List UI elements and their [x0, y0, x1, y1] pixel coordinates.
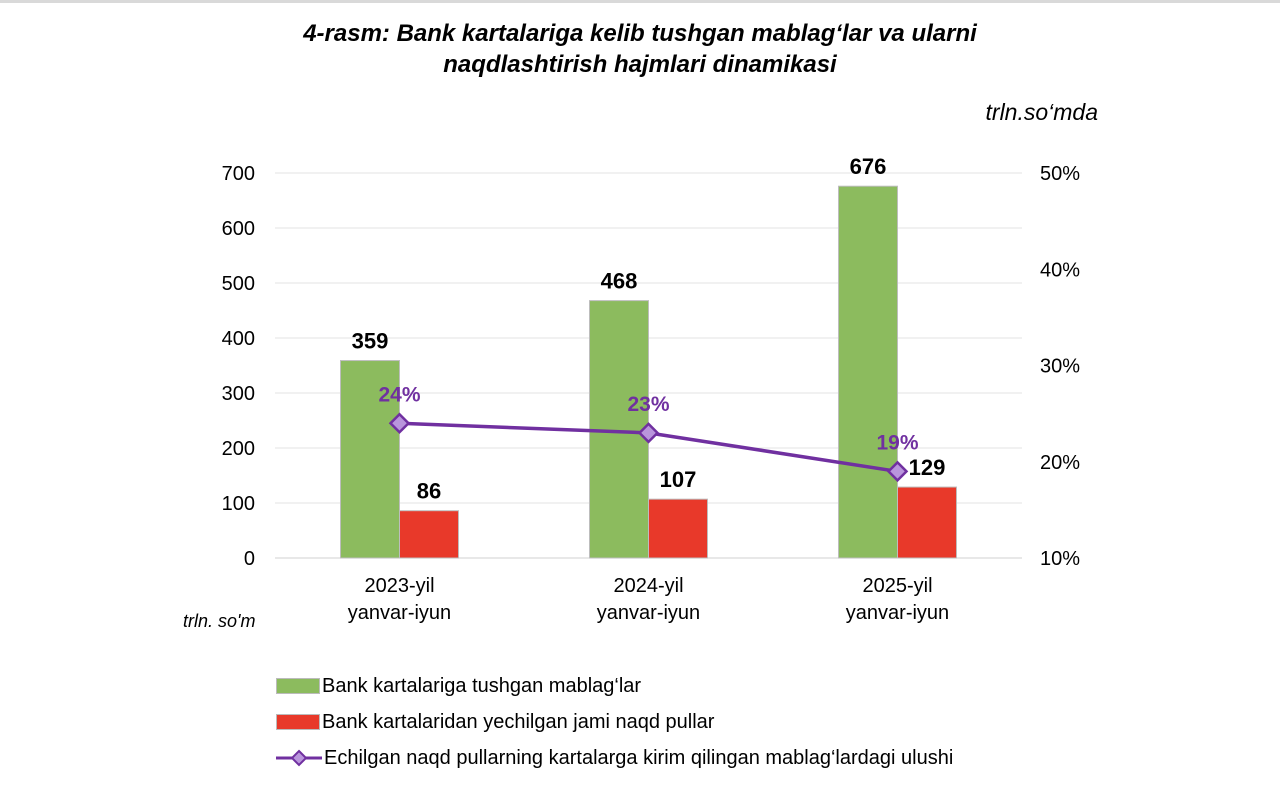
- legend-item-green: Bank kartalariga tushgan mablag‘lar: [276, 668, 953, 704]
- y-tick-label: 0: [244, 548, 255, 570]
- bar-red: [648, 498, 708, 559]
- legend-line-marker-icon: [276, 749, 322, 767]
- line-data-label: 24%: [378, 383, 420, 406]
- bar-green: [340, 360, 400, 559]
- bar-data-label: 86: [417, 479, 441, 504]
- y2-tick-label: 10%: [1040, 548, 1080, 570]
- line-marker: [388, 412, 411, 435]
- y-tick-label: 100: [222, 493, 255, 515]
- y-tick-label: 600: [222, 218, 255, 240]
- line-marker: [886, 460, 909, 483]
- bar-red: [399, 510, 459, 559]
- bar-data-label: 359: [352, 329, 389, 354]
- legend-item-line: Echilgan naqd pullarning kartalarga kiri…: [276, 740, 953, 776]
- y-tick-label: 500: [222, 273, 255, 295]
- bar-data-label: 468: [601, 269, 638, 294]
- y-tick-label: 300: [222, 383, 255, 405]
- line-data-label: 19%: [876, 431, 918, 454]
- y2-tick-label: 40%: [1040, 259, 1080, 281]
- x-tick-label: yanvar-iyun: [348, 602, 451, 624]
- bar-data-label: 107: [660, 467, 697, 492]
- x-tick-label: 2025-yil: [862, 575, 932, 597]
- chart-title: 4-rasm: Bank kartalariga kelib tushgan m…: [0, 18, 1280, 80]
- unit-label: trln.so‘mda: [985, 99, 1098, 125]
- legend-label: Bank kartalaridan yechilgan jami naqd pu…: [322, 710, 715, 733]
- x-tick-label: 2023-yil: [364, 575, 434, 597]
- y2-tick-label: 30%: [1040, 356, 1080, 378]
- legend-label: Echilgan naqd pullarning kartalarga kiri…: [324, 746, 954, 769]
- y-tick-label: 700: [222, 163, 255, 185]
- y2-tick-label: 50%: [1040, 163, 1080, 185]
- line-data-label: 23%: [627, 393, 669, 416]
- legend-item-red: Bank kartalaridan yechilgan jami naqd pu…: [276, 704, 953, 740]
- line-marker: [637, 422, 660, 444]
- top-border: [0, 0, 1280, 3]
- x-tick-label: 2024-yil: [613, 575, 683, 597]
- y-axis-label: trln. so'm: [183, 611, 255, 631]
- y-tick-label: 200: [222, 438, 255, 460]
- bar-red: [897, 486, 957, 559]
- y2-tick-label: 20%: [1040, 452, 1080, 474]
- y-tick-label: 400: [222, 328, 255, 350]
- legend-label: Bank kartalariga tushgan mablag‘lar: [322, 674, 642, 697]
- title-line-1: 4-rasm: Bank kartalariga kelib tushgan m…: [303, 20, 977, 47]
- legend-swatch-red: [276, 714, 320, 730]
- legend: Bank kartalariga tushgan mablag‘lar Bank…: [276, 668, 953, 776]
- x-tick-label: yanvar-iyun: [597, 602, 700, 624]
- legend-swatch-green: [276, 678, 320, 694]
- x-tick-label: yanvar-iyun: [846, 602, 949, 624]
- title-line-2: naqdlashtirish hajmlari dinamikasi: [443, 51, 837, 78]
- bar-data-label: 676: [850, 154, 887, 179]
- bar-data-label: 129: [909, 455, 946, 480]
- bar-green: [838, 185, 898, 559]
